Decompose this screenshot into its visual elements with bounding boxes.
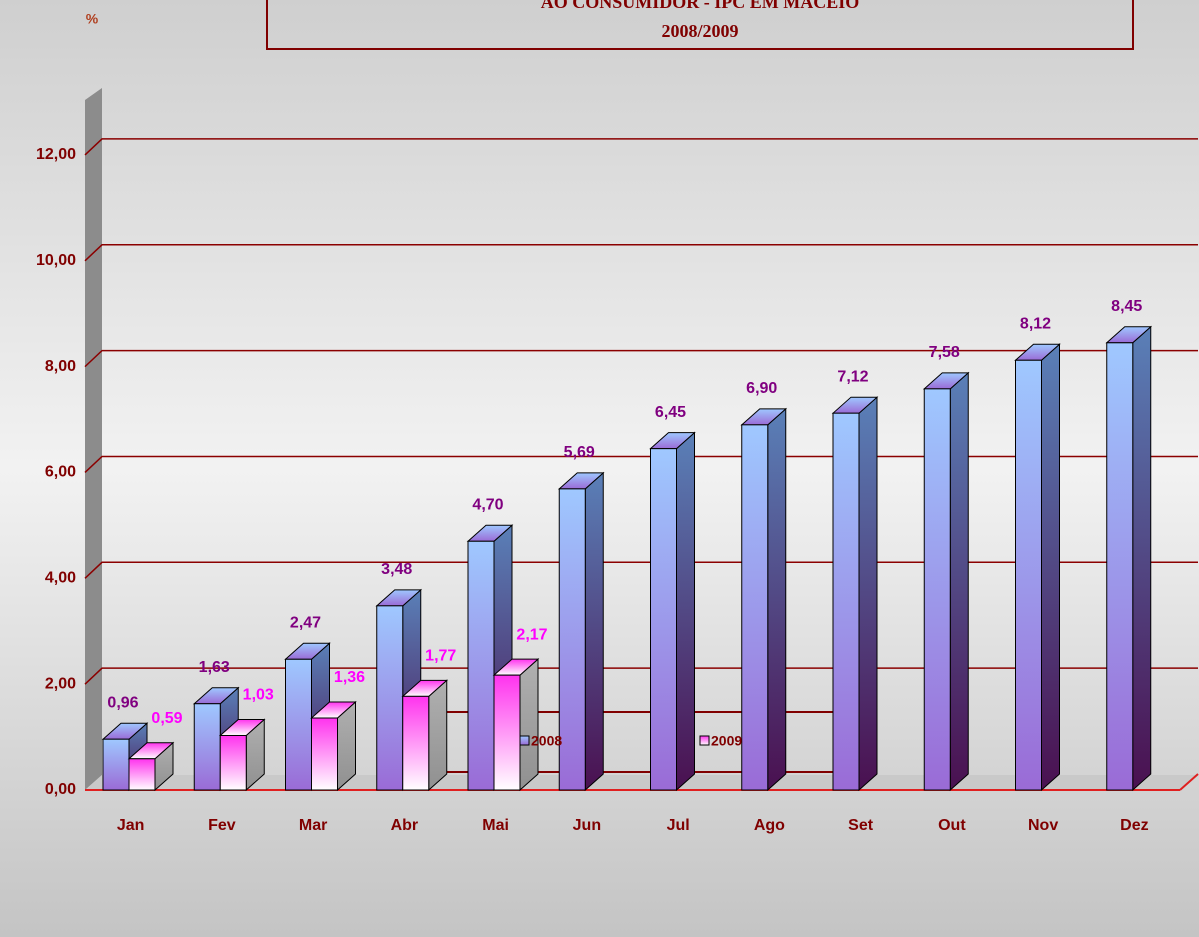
value-label: 8,12 [1020, 315, 1051, 332]
value-label: 3,48 [381, 561, 412, 578]
x-tick-label: Jul [667, 817, 690, 834]
bar [650, 448, 677, 791]
x-tick-label: Ago [754, 817, 785, 834]
bar [311, 717, 338, 791]
value-label: 0,59 [151, 710, 182, 727]
bar [193, 703, 221, 791]
title-box [266, 0, 1134, 50]
grid-line [84, 138, 1198, 156]
bar-side [519, 658, 539, 792]
bar [128, 758, 156, 791]
y-tick-label: 4,00 [45, 570, 76, 587]
bar [1106, 342, 1134, 791]
grid-line [84, 349, 1198, 368]
x-tick-label: Out [938, 817, 966, 834]
bar [493, 674, 521, 791]
bar-side [584, 471, 604, 792]
bar [219, 734, 247, 791]
bar [741, 424, 769, 791]
value-label: 6,45 [655, 404, 686, 421]
bar [402, 695, 430, 791]
x-tick-label: Set [848, 817, 874, 834]
y-tick-label: 6,00 [45, 464, 76, 481]
value-label: 1,36 [334, 669, 365, 686]
bar [1015, 359, 1042, 791]
value-label: 2,17 [516, 626, 547, 643]
value-label: 0,96 [107, 694, 138, 711]
value-label: 1,03 [243, 687, 274, 704]
y-axis-label: % [86, 11, 99, 27]
bar-side [676, 431, 695, 792]
legend-label: 2009 [711, 733, 742, 749]
x-tick-label: Jun [573, 817, 601, 834]
value-label: 5,69 [564, 444, 595, 461]
bar [467, 540, 495, 791]
value-label: 7,12 [837, 368, 868, 385]
bar-side [949, 371, 969, 792]
bar [285, 658, 312, 791]
y-tick-label: 8,00 [45, 358, 76, 375]
bar-side [858, 396, 878, 792]
x-tick-label: Fev [208, 817, 236, 834]
bar-side [1132, 325, 1152, 792]
floor [85, 775, 1199, 790]
bar [923, 388, 951, 791]
value-label: 1,63 [199, 659, 230, 676]
bar [832, 412, 860, 791]
bar [558, 488, 586, 791]
bar [102, 738, 130, 791]
value-label: 2,47 [290, 614, 321, 631]
legend-swatch [519, 735, 530, 746]
bar-side [1041, 343, 1060, 792]
value-label: 4,70 [472, 496, 503, 513]
x-tick-label: Dez [1120, 817, 1148, 834]
x-tick-label: Jan [117, 817, 145, 834]
bar [376, 605, 404, 791]
value-label: 8,45 [1111, 298, 1142, 315]
grid-line [84, 244, 1198, 262]
chart-subtitle: 2008/2009 [661, 21, 738, 41]
x-tick-label: Abr [391, 817, 419, 834]
bar-side [428, 679, 448, 792]
axis-line [1179, 773, 1199, 791]
value-label: 6,90 [746, 380, 777, 397]
y-tick-label: 10,00 [36, 252, 76, 269]
value-label: 7,58 [929, 344, 960, 361]
side-wall [85, 88, 102, 790]
x-tick-label: Mai [482, 817, 509, 834]
x-tick-label: Mar [299, 817, 327, 834]
legend-label: 2008 [531, 733, 562, 749]
y-tick-label: 0,00 [45, 781, 76, 798]
x-tick-label: Nov [1028, 817, 1058, 834]
value-label: 1,77 [425, 648, 456, 665]
chart-title: AO CONSUMIDOR - IPC EM MACEIÓ [541, 0, 860, 12]
y-tick-label: 2,00 [45, 675, 76, 692]
legend-swatch [699, 735, 710, 746]
y-tick-label: 12,00 [36, 146, 76, 163]
bar-side [767, 407, 787, 792]
